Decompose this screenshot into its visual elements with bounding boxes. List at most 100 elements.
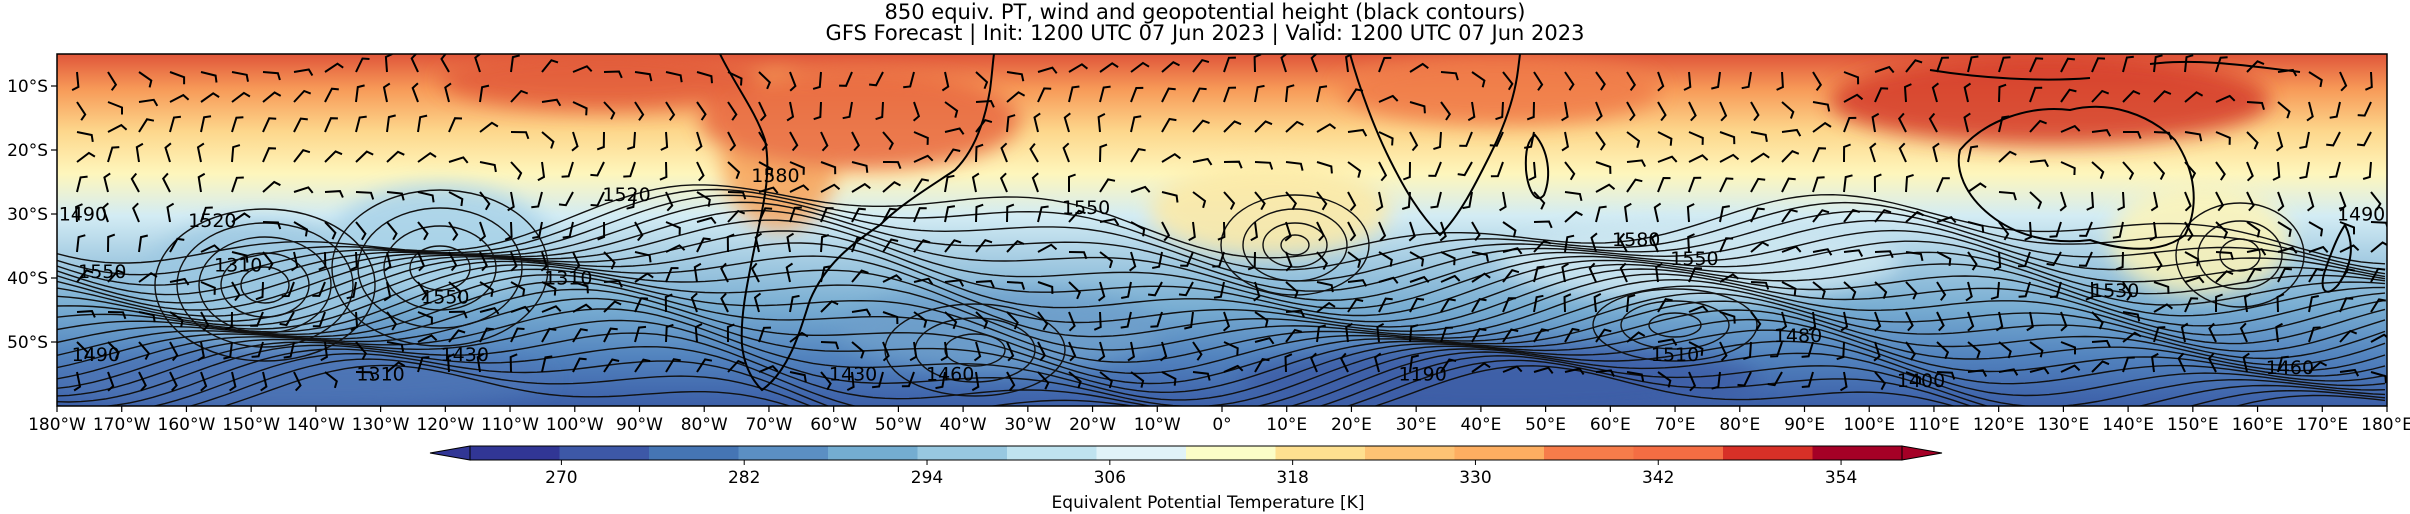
wind-barb <box>197 341 205 362</box>
wind-barb <box>510 131 530 140</box>
wind-barb <box>293 221 309 237</box>
wind-barb <box>1564 161 1576 181</box>
wind-barb <box>1378 221 1387 242</box>
wind-barb <box>1905 281 1918 300</box>
wind-barb <box>1965 281 1973 302</box>
wind-barb <box>1779 311 1788 332</box>
wind-barb <box>665 191 674 212</box>
wind-barb <box>2150 191 2159 212</box>
wind-barb <box>1130 221 1146 237</box>
wind-barb <box>1037 341 1046 362</box>
wind-barb <box>2339 268 2356 283</box>
wind-barb <box>260 371 268 392</box>
wind-barb <box>479 161 497 173</box>
wind-barb <box>197 172 206 193</box>
wind-barb <box>2049 221 2062 238</box>
lon-tick-label: 70°E <box>1655 415 1696 435</box>
wind-barb <box>603 70 623 79</box>
wind-barb <box>2153 281 2170 294</box>
lon-tick-label: 10°E <box>1266 415 1307 435</box>
wind-barb <box>479 327 494 343</box>
wind-barb <box>73 371 82 392</box>
wind-barb <box>1688 176 1702 193</box>
wind-barb <box>882 311 899 325</box>
wind-barb <box>603 300 622 313</box>
wind-barb <box>1254 311 1269 328</box>
wind-barb <box>324 150 343 163</box>
wind-barb <box>1688 131 1704 145</box>
lon-tick-label: 90°W <box>616 415 663 435</box>
coast-indonesia <box>1929 60 2301 81</box>
contour-label: 1550 <box>78 261 126 283</box>
wind-barb <box>166 202 175 223</box>
wind-barb <box>696 216 717 225</box>
wind-barb <box>1719 205 1730 223</box>
wind-barb <box>1905 341 1916 361</box>
wind-barb <box>510 251 518 272</box>
wind-barb <box>1347 298 1364 313</box>
wind-barb <box>350 311 359 331</box>
wind-barb <box>231 91 251 103</box>
wind-barb <box>846 371 855 391</box>
wind-barb <box>411 82 419 103</box>
wind-barb <box>1152 251 1163 269</box>
wind-barb <box>1688 101 1697 122</box>
wind-barb <box>448 281 462 299</box>
closed-contour <box>2175 202 2305 308</box>
wind-barb <box>1161 61 1180 73</box>
colorbar-segment <box>559 446 650 460</box>
wind-barb <box>541 59 559 73</box>
closed-contour <box>240 266 290 304</box>
wind-barb <box>510 305 531 313</box>
wind-barb <box>2024 221 2033 241</box>
wind-barb <box>1161 87 1176 103</box>
wind-barb <box>107 71 118 91</box>
wind-barb <box>1462 191 1473 210</box>
wind-barb <box>1967 251 1978 271</box>
wind-barb <box>2329 101 2341 119</box>
wind-barb <box>913 311 928 328</box>
wind-barb <box>1719 131 1736 145</box>
wind-barb <box>1130 86 1144 103</box>
wind-barb <box>1905 173 1914 193</box>
wind-barb <box>2180 322 2189 343</box>
wind-barb <box>448 329 466 343</box>
wind-barb <box>2122 55 2134 73</box>
wind-barb <box>1898 142 1907 163</box>
wind-barb <box>2153 90 2172 103</box>
wind-barb <box>262 71 281 81</box>
wind-barb <box>1657 297 1673 313</box>
wind-barb <box>696 101 707 121</box>
wind-barb <box>107 269 125 283</box>
wind-barb <box>1595 131 1606 151</box>
wind-barb <box>1345 54 1353 73</box>
wind-barb <box>1626 101 1636 122</box>
wind-barb <box>1037 66 1058 74</box>
wind-barb <box>940 341 949 362</box>
colorbar-segment <box>1275 446 1366 460</box>
colorbar-tick-label: 294 <box>911 468 943 488</box>
wind-barb <box>2246 221 2261 238</box>
wind-barb <box>1897 112 1907 133</box>
wind-barb <box>540 251 548 272</box>
wind-barb <box>664 293 673 313</box>
height-contour <box>57 264 2386 338</box>
wind-barb <box>1655 262 1663 283</box>
wind-barb <box>417 114 428 133</box>
wind-barb <box>913 131 929 145</box>
wind-barb <box>1657 131 1673 146</box>
wind-barb <box>1801 371 1814 388</box>
wind-barb <box>1471 71 1486 88</box>
height-contour <box>57 345 2386 406</box>
wind-barb <box>1750 281 1770 290</box>
wind-barb <box>410 54 419 73</box>
wind-barb <box>1378 131 1394 146</box>
wind-barb <box>2184 131 2203 142</box>
wind-barb <box>820 341 840 350</box>
wind-barb <box>1093 311 1102 331</box>
wind-barb <box>623 161 636 178</box>
wind-barb <box>882 274 903 283</box>
wind-barb <box>2370 298 2386 313</box>
wind-barb <box>1812 121 1832 133</box>
